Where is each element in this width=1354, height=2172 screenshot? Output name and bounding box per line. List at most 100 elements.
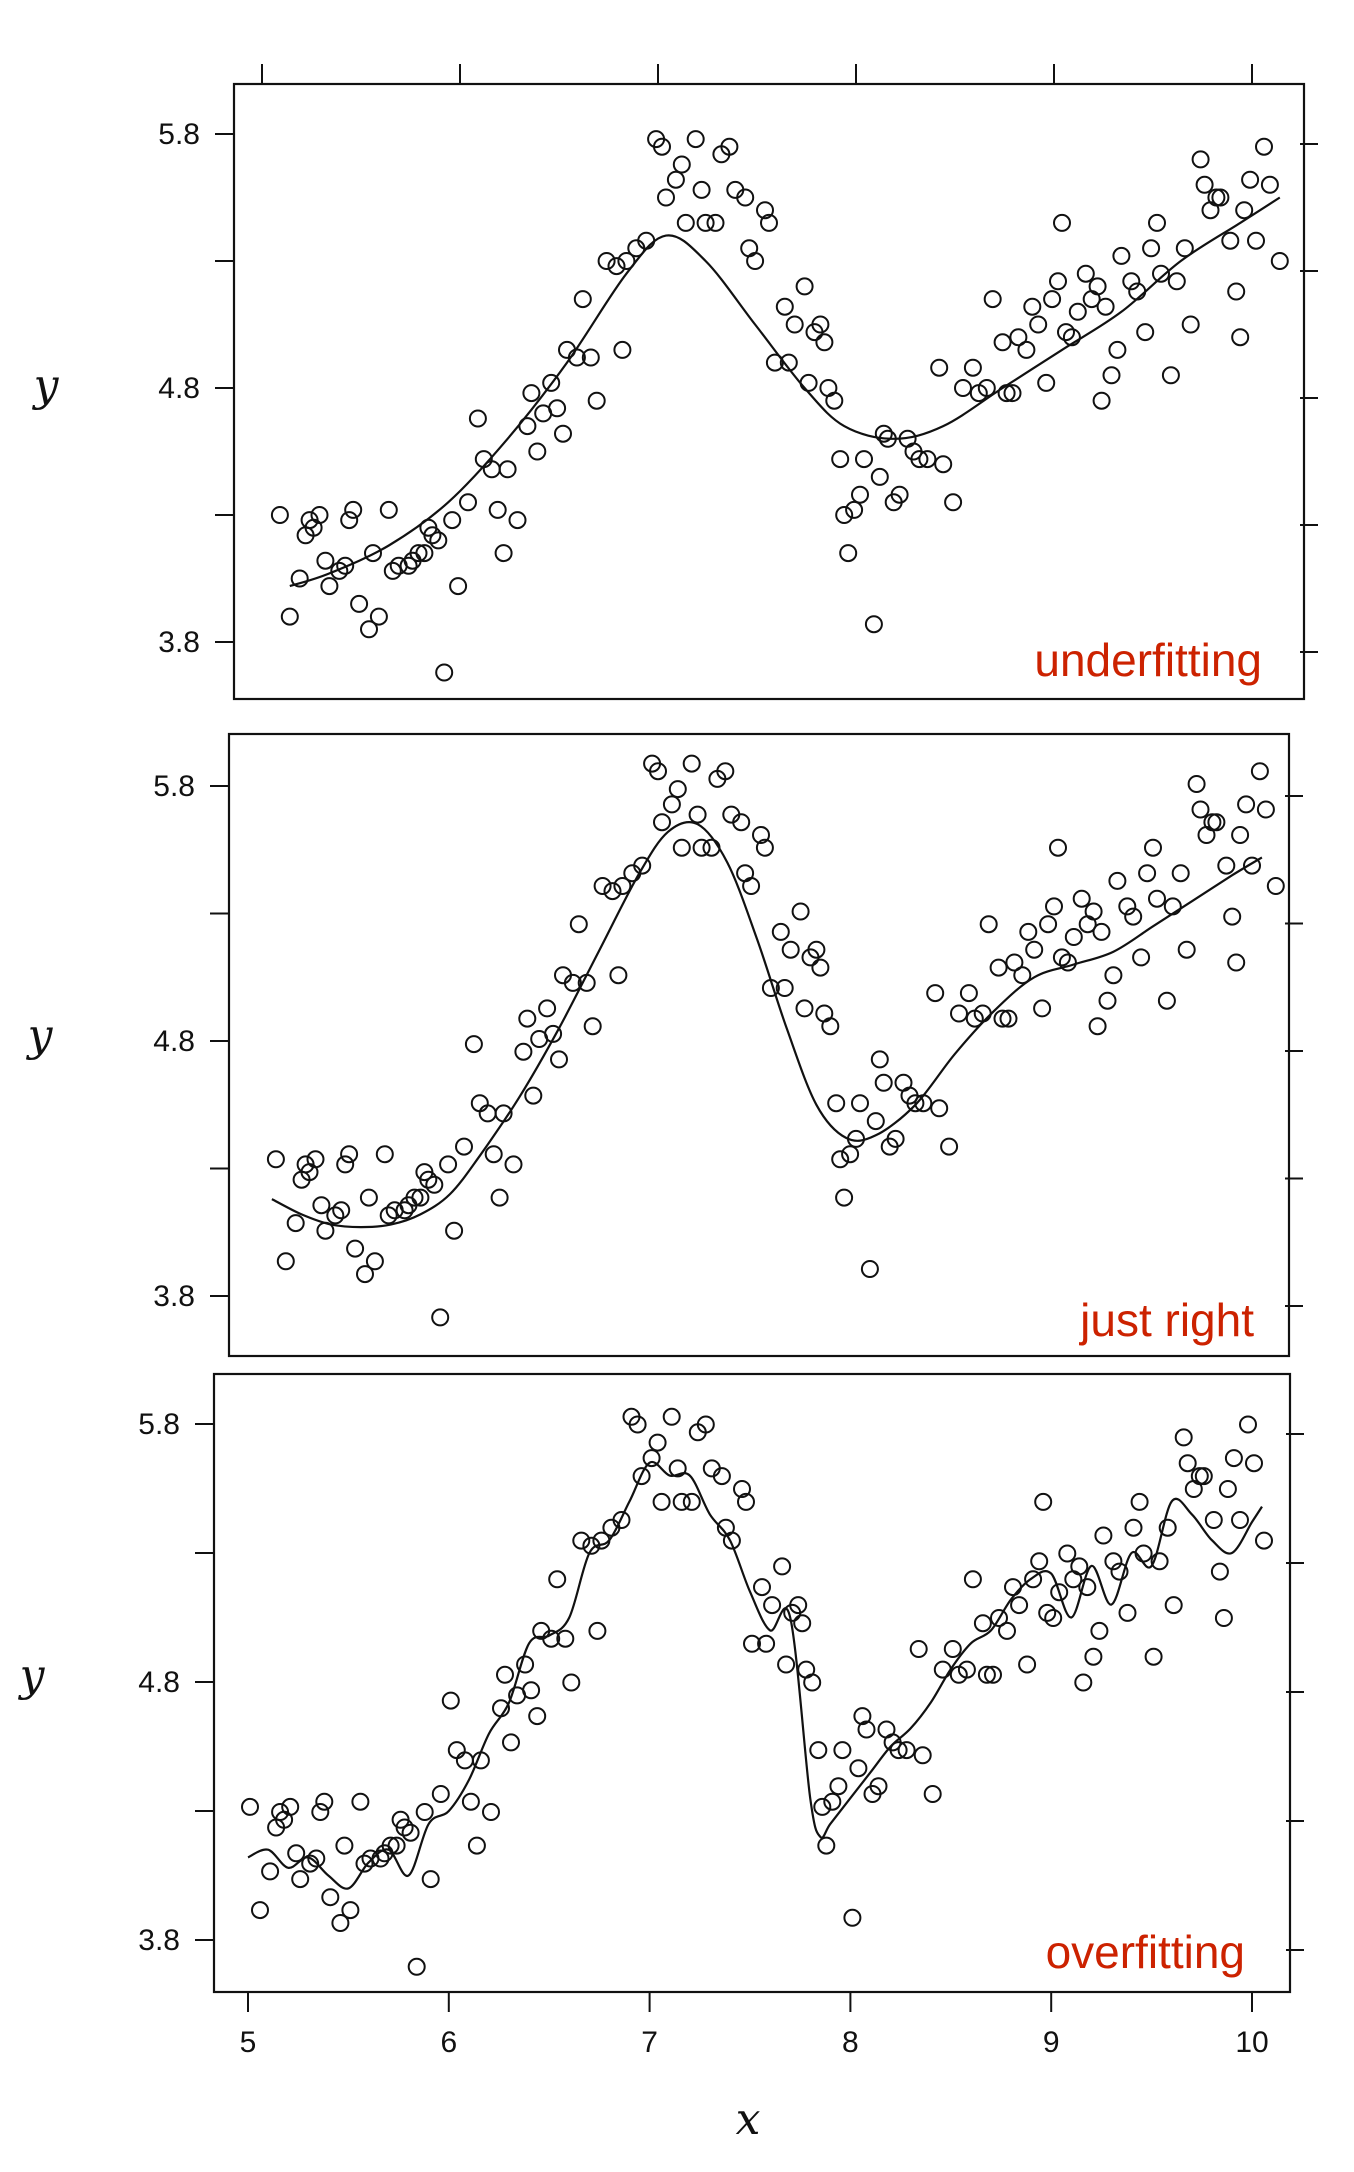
data-point bbox=[340, 1145, 359, 1164]
data-point bbox=[742, 877, 761, 895]
data-point bbox=[1029, 315, 1048, 334]
data-point bbox=[1038, 1603, 1057, 1622]
x-tick-label: 8 bbox=[842, 2026, 859, 2059]
data-point bbox=[1181, 315, 1200, 334]
fitted-curve bbox=[289, 196, 1281, 588]
data-point bbox=[1256, 800, 1275, 819]
data-point bbox=[993, 333, 1012, 352]
data-point bbox=[280, 607, 299, 626]
data-point bbox=[286, 1214, 305, 1233]
data-point bbox=[443, 511, 462, 530]
data-point bbox=[1245, 1454, 1263, 1473]
data-point bbox=[583, 1017, 602, 1036]
data-point bbox=[524, 1086, 543, 1105]
data-point bbox=[573, 290, 592, 309]
data-point bbox=[973, 1614, 992, 1633]
data-point bbox=[478, 1104, 497, 1123]
data-point bbox=[773, 1557, 792, 1576]
data-point bbox=[1030, 1552, 1049, 1571]
data-point bbox=[522, 1681, 541, 1700]
data-point bbox=[866, 1112, 885, 1131]
data-point bbox=[1132, 948, 1151, 967]
data-point bbox=[1005, 953, 1024, 972]
data-point bbox=[1231, 1511, 1249, 1529]
data-point bbox=[405, 1188, 424, 1207]
data-point bbox=[587, 391, 606, 410]
y-tick-label: 4.8 bbox=[138, 1666, 180, 1699]
data-point bbox=[791, 902, 810, 921]
data-point bbox=[1037, 373, 1056, 392]
data-point bbox=[666, 170, 685, 189]
data-point bbox=[853, 1707, 872, 1726]
data-point bbox=[447, 1741, 466, 1760]
data-point bbox=[395, 1818, 414, 1837]
data-point bbox=[760, 213, 778, 232]
data-point bbox=[835, 1188, 854, 1207]
data-point bbox=[383, 561, 402, 580]
data-point bbox=[795, 277, 814, 296]
data-point bbox=[1004, 1578, 1022, 1597]
data-point bbox=[1096, 297, 1115, 316]
data-point bbox=[737, 1492, 755, 1511]
data-point bbox=[502, 1733, 520, 1752]
data-point bbox=[817, 1836, 836, 1855]
data-point bbox=[1266, 877, 1285, 895]
data-point bbox=[642, 1449, 661, 1468]
data-point bbox=[1078, 1578, 1097, 1597]
data-point bbox=[423, 526, 442, 545]
data-point bbox=[841, 1145, 860, 1164]
data-point bbox=[1239, 1415, 1257, 1434]
data-point bbox=[1017, 340, 1036, 359]
data-point bbox=[1053, 213, 1071, 232]
data-point bbox=[1203, 813, 1222, 832]
data-point bbox=[825, 391, 844, 410]
data-point bbox=[682, 754, 701, 773]
data-point bbox=[653, 137, 671, 156]
data-point bbox=[1070, 1557, 1089, 1576]
data-point bbox=[682, 1492, 701, 1511]
data-point bbox=[950, 1004, 968, 1023]
data-point bbox=[1174, 1428, 1193, 1447]
data-point bbox=[550, 1050, 568, 1069]
data-point bbox=[1062, 328, 1081, 347]
data-point bbox=[823, 1792, 842, 1811]
data-point bbox=[350, 594, 369, 613]
data-point bbox=[482, 1803, 500, 1821]
data-point bbox=[743, 1634, 761, 1653]
data-point bbox=[909, 1640, 928, 1658]
data-point bbox=[431, 1308, 450, 1327]
data-point bbox=[940, 1137, 959, 1156]
data-point bbox=[415, 1803, 434, 1821]
data-point bbox=[379, 500, 398, 519]
data-point bbox=[732, 813, 751, 832]
data-point bbox=[1136, 323, 1155, 342]
data-point bbox=[399, 556, 418, 575]
data-point bbox=[1241, 170, 1260, 189]
data-point bbox=[1039, 915, 1058, 934]
data-point bbox=[455, 1751, 474, 1770]
data-point bbox=[287, 1844, 306, 1863]
y-tick-label: 4.8 bbox=[153, 1025, 195, 1058]
data-point bbox=[795, 999, 814, 1018]
data-point bbox=[1144, 1647, 1163, 1666]
data-point bbox=[617, 252, 636, 270]
data-point bbox=[998, 1621, 1016, 1640]
x-tick-label: 9 bbox=[1043, 2026, 1060, 2059]
data-point bbox=[331, 1914, 350, 1932]
data-point bbox=[516, 1655, 535, 1674]
data-point bbox=[310, 506, 329, 524]
x-axis: 5 6 7 8 9 10 bbox=[240, 1992, 1269, 2059]
data-point bbox=[923, 1785, 942, 1803]
data-point bbox=[1112, 246, 1131, 265]
data-point bbox=[807, 940, 826, 959]
data-point bbox=[344, 500, 363, 519]
data-point bbox=[364, 544, 382, 563]
y-ticks: 5.8 4.8 3.8 bbox=[138, 1408, 1304, 1957]
data-point bbox=[696, 1415, 715, 1434]
data-point bbox=[290, 569, 309, 588]
data-point bbox=[1227, 953, 1246, 972]
data-point bbox=[676, 213, 695, 232]
data-point bbox=[716, 762, 735, 781]
x-tick-label: 7 bbox=[641, 2026, 658, 2059]
data-point bbox=[672, 838, 691, 857]
